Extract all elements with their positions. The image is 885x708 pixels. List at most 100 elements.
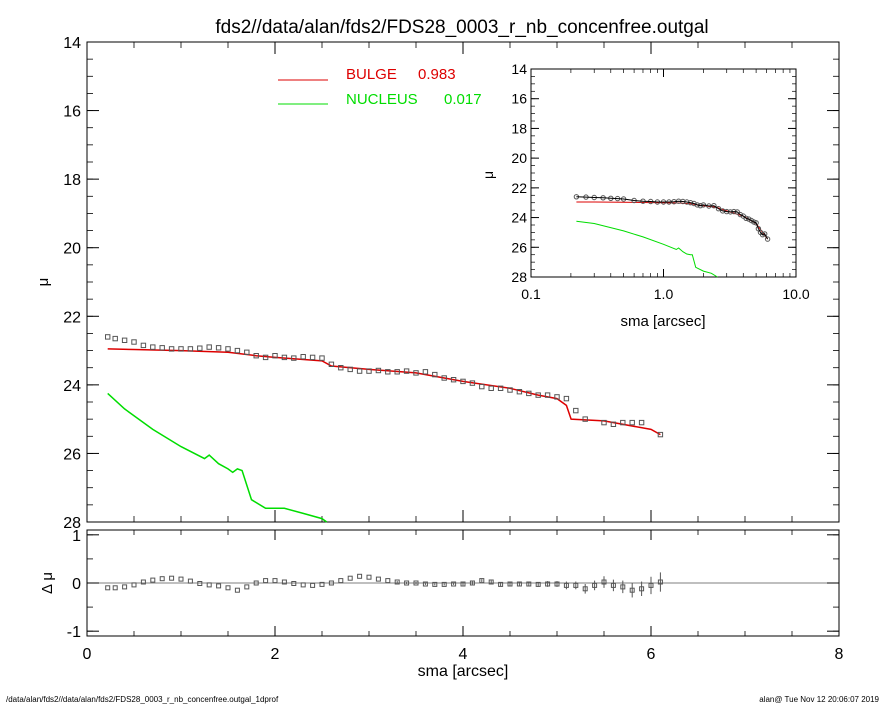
main-observed-point	[497, 385, 504, 392]
main-observed-point	[206, 344, 212, 350]
inset-observed-point	[764, 236, 771, 242]
res-y-tick-label: 0	[72, 576, 81, 593]
inset-observed-points	[573, 194, 771, 242]
main-observed-point	[620, 419, 626, 426]
residual-point	[169, 575, 175, 581]
footer-file-path: /data/alan/fds2//data/alan/fds2/FDS28_00…	[6, 695, 279, 704]
inset-observed-point	[715, 206, 722, 212]
main-observed-point	[563, 395, 570, 402]
main-observed-point	[150, 344, 156, 350]
residual-point	[563, 582, 569, 588]
main-observed-point	[356, 368, 363, 374]
residual-point	[526, 581, 532, 587]
main-observed-point	[197, 345, 203, 351]
residual-point	[422, 581, 428, 587]
residual-point	[545, 581, 551, 587]
residual-point	[140, 579, 146, 585]
main-observed-point	[168, 346, 175, 352]
residual-point	[479, 578, 485, 584]
residual-point	[554, 581, 560, 587]
main-observed-point	[328, 361, 335, 368]
residual-point	[253, 580, 259, 586]
inset-x-tick-label: 10.0	[782, 286, 809, 302]
inset-x-tick-label: 1.0	[654, 286, 674, 302]
residual-point	[657, 579, 663, 585]
residuals-points	[105, 572, 663, 598]
legend-value-nucleus: 0.017	[444, 91, 482, 108]
residual-point	[244, 584, 250, 590]
main-observed-point	[403, 368, 410, 374]
main-observed-point	[488, 385, 494, 392]
residual-point	[404, 580, 410, 586]
inset-y-tick-label: 24	[511, 210, 527, 226]
main-observed-point	[394, 369, 400, 375]
main-observed-point	[629, 419, 635, 426]
inset-x-axis-label: sma [arcsec]	[620, 313, 705, 330]
main-observed-point	[187, 346, 194, 352]
inset-log-plot: 14 16 18 20 22 24 26 280.1 1.0 10.0 μ sma [arcsec…	[480, 61, 810, 330]
main-observed-point	[121, 337, 128, 344]
x-tick-label: 2	[271, 646, 280, 663]
residual-point	[629, 587, 635, 593]
residual-point	[385, 578, 391, 584]
legend: BULGE 0.983 NUCLEUS 0.017	[278, 66, 482, 108]
main-y-tick-label: 26	[63, 446, 81, 463]
res-y-tick-label: -1	[67, 624, 81, 641]
main-y-tick-label: 22	[63, 309, 81, 326]
legend-label-nucleus: NUCLEUS	[346, 91, 418, 108]
main-y-tick-label: 16	[63, 104, 81, 121]
residual-point	[601, 579, 607, 585]
main-observed-point	[272, 353, 278, 359]
residual-point	[216, 583, 222, 589]
main-observed-point	[366, 368, 372, 374]
residual-point	[319, 581, 325, 587]
main-observed-point	[601, 419, 607, 426]
residual-point	[178, 576, 184, 582]
residual-point	[535, 581, 541, 587]
inset-y-tick-label: 26	[511, 239, 527, 255]
residual-point	[488, 579, 494, 585]
inset-y-tick-label: 14	[511, 61, 527, 77]
residual-point	[328, 580, 334, 586]
residual-point	[338, 578, 344, 584]
residual-point	[272, 578, 278, 584]
main-observed-point	[657, 431, 664, 438]
main-observed-point	[507, 387, 513, 393]
residual-point	[592, 582, 598, 588]
residual-point	[441, 581, 447, 587]
residual-point	[375, 576, 381, 582]
main-axis-ticks	[86, 41, 840, 523]
inset-observed-point	[737, 211, 743, 218]
main-series-line-nucleus	[107, 392, 328, 523]
main-observed-point	[450, 377, 457, 383]
residual-point	[310, 582, 316, 588]
main-observed-point	[215, 345, 222, 351]
inset-observed-line	[576, 196, 769, 240]
main-observed-point	[573, 407, 579, 414]
x-tick-label: 4	[459, 646, 468, 663]
footer-user-timestamp: alan@ Tue Nov 12 20:06:07 2019	[759, 695, 879, 704]
main-observed-point	[375, 367, 382, 374]
inset-y-tick-label: 20	[511, 150, 527, 166]
residual-point	[300, 582, 306, 588]
residual-point	[122, 584, 128, 590]
inset-axis-ticks	[530, 68, 797, 278]
main-observed-point	[309, 354, 316, 361]
main-y-tick-label: 20	[63, 241, 81, 258]
main-observed-point	[244, 349, 250, 356]
main-y-tick-label: 14	[63, 35, 81, 52]
main-observed-point	[347, 366, 353, 373]
main-profile-plot: 14 16 18 20 22 24 26 28 μ BULGE 0.983 NUCLEUS 0…	[35, 35, 840, 532]
res-y-tick-label: 1	[72, 528, 81, 545]
residual-point	[225, 585, 231, 591]
residual-point	[460, 581, 466, 587]
inset-x-tick-label: 0.1	[521, 286, 541, 302]
inset-y-tick-label: 22	[511, 180, 527, 196]
residual-point	[620, 584, 626, 590]
main-observed-point	[234, 347, 241, 354]
main-series-line-bulge	[107, 348, 661, 436]
residual-point	[281, 579, 287, 585]
main-observed-point	[281, 354, 288, 361]
main-axis-tick-labels: 14 16 18 20 22 24 26 28	[63, 35, 81, 532]
